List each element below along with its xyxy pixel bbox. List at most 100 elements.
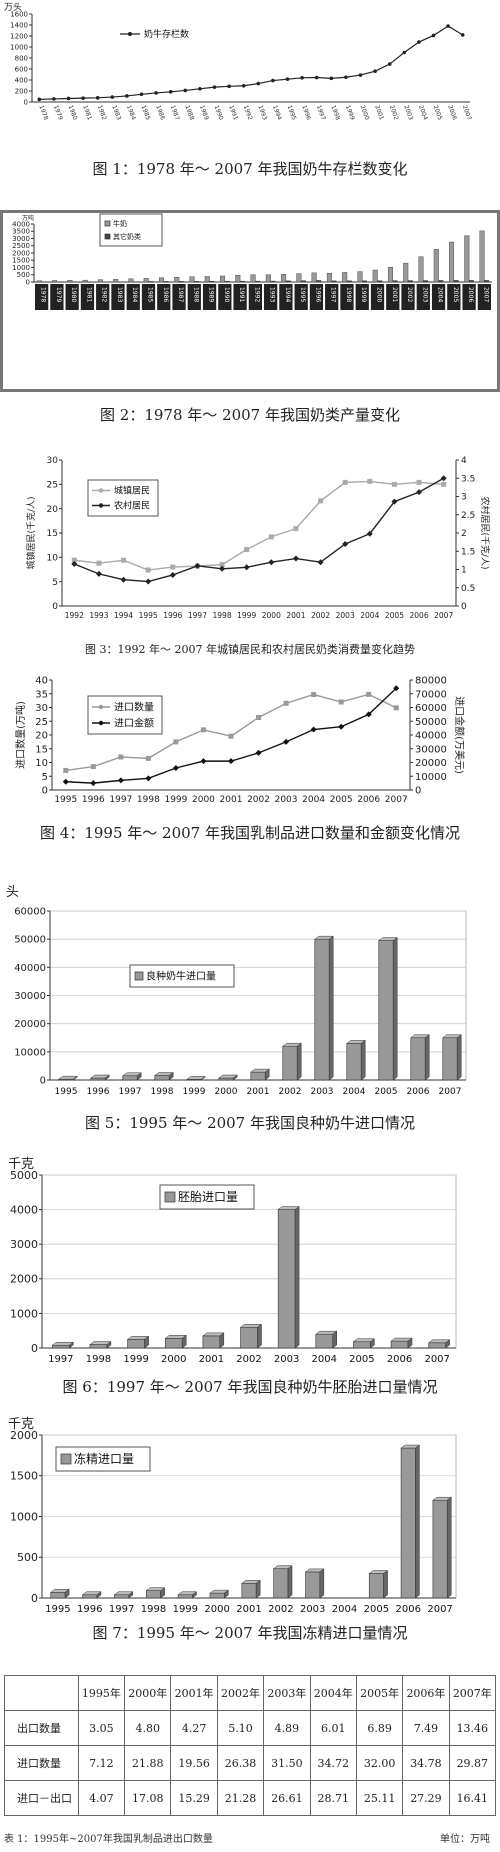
table-cell: 26.38 [216,1745,265,1781]
bar-side [255,1579,261,1599]
x-tick-label: 1987 [177,287,184,302]
x-tick-label: 2000 [161,1354,186,1365]
data-point [227,84,231,89]
table-header-cell: 2004年 [309,1675,357,1711]
data-point [90,780,97,787]
table-cell: 34.78 [402,1745,450,1781]
bar [235,275,241,283]
y-axis-unit-label: 千克 [8,1157,34,1172]
data-point [95,570,102,577]
table-header-cell [4,1675,79,1711]
y-tick-label: 5 [52,578,58,588]
x-tick-label: 1993 [256,104,268,121]
y-tick-label: 800 [15,54,28,62]
x-tick-label-bg [218,284,232,310]
data-point [373,69,377,73]
bar [433,249,439,283]
data-point [71,557,77,563]
legend-label: 奶牛存栏数 [144,28,189,40]
data-point [300,76,304,80]
y-axis-title: 进口数量(万吨) [14,701,27,769]
y2-tick-label: 0.5 [461,584,475,594]
data-point [342,540,349,547]
x-tick-label: 2000 [376,287,383,302]
x-tick-label: 1988 [192,287,199,302]
x-tick-label-bg [462,284,476,310]
x-tick-label: 2003 [421,287,428,302]
x-tick-label: 2007 [424,1354,449,1365]
table-row: 进口－出口 4.07 17.08 15.29 21.28 26.61 28.71… [4,1780,497,1816]
y-tick-label: 20 [47,505,59,515]
x-tick-label: 1998 [137,795,160,805]
x-tick-label: 1998 [141,1604,166,1615]
x-tick-label-bg [126,284,140,310]
x-tick-label: 2004 [302,795,325,805]
bar [468,280,474,283]
bar [438,280,444,283]
x-tick-label: 1996 [87,1087,110,1097]
x-tick-label: 1991 [227,104,239,121]
chart-2-panel [0,210,500,392]
data-point [183,88,188,93]
x-tick-label: 1997 [330,287,337,302]
x-tick-label: 2007 [434,611,453,620]
y-tick-label: 1400 [10,21,28,29]
data-point [431,33,436,38]
x-tick-label: 2003 [311,1087,334,1097]
x-tick-label: 2005 [385,611,404,620]
data-point [168,90,173,94]
data-point [366,691,372,697]
legend-label: 农村居民 [114,500,150,512]
x-tick-label: 1999 [183,1087,206,1097]
bar [392,280,398,283]
x-tick-label: 1987 [169,104,181,121]
x-tick-label-bg [80,284,95,310]
x-tick-label: 2007 [482,287,489,302]
legend-swatch [134,971,144,981]
bar [296,273,302,283]
table-caption-row: 表 1：1995年~2007年我国乳制品进出口数量 单位：万吨 [4,1830,496,1845]
bar [67,280,73,283]
x-tick-label-bg [202,284,217,310]
table-cell: 21.28 [216,1780,265,1816]
x-tick-label: 1995 [139,611,158,620]
data-point [172,765,179,771]
data-point [292,555,299,562]
y-tick-label: 0 [42,786,48,797]
y-tick-label: 60000 [14,907,46,918]
table-header-cell: 2000年 [124,1675,172,1711]
x-tick-label: 2007 [439,1087,462,1097]
bar [449,241,455,283]
data-point [255,749,262,756]
x-tick-label: 2002 [279,1087,302,1097]
x-tick-label: 2003 [402,104,414,121]
bar [97,279,103,283]
x-tick-label: 2003 [336,611,355,620]
x-tick-label: 1996 [77,1604,102,1615]
chart-4-caption: 图 4：1995 年～ 2007 年我国乳制品进口数量和金额变化情况 [40,824,460,842]
data-point [441,481,447,487]
data-point [173,739,179,745]
x-tick-label-bg [477,284,491,310]
data-point [329,76,334,81]
table-cell: 31.50 [263,1745,311,1781]
y-tick-label: 20 [35,731,48,742]
data-point [318,498,324,504]
bar-side [328,935,334,1081]
x-tick-label: 1998 [151,1087,174,1097]
bar-side [232,1074,238,1081]
x-tick-label: 1996 [300,104,312,121]
data-point [366,530,373,537]
bar [128,278,134,283]
x-tick-label-bg [96,284,110,310]
y2-tick-label: 3 [461,493,467,503]
x-tick-label: 2002 [388,104,400,121]
x-tick-label-bg [416,284,430,310]
chart-5-caption: 图 5：1995 年～ 2007 年我国良种奶牛进口情况 [85,1114,415,1132]
x-tick-label: 1989 [208,287,215,302]
data-point [365,711,372,718]
bar-side [360,1039,366,1081]
data-point [244,547,250,553]
bar [300,280,306,283]
